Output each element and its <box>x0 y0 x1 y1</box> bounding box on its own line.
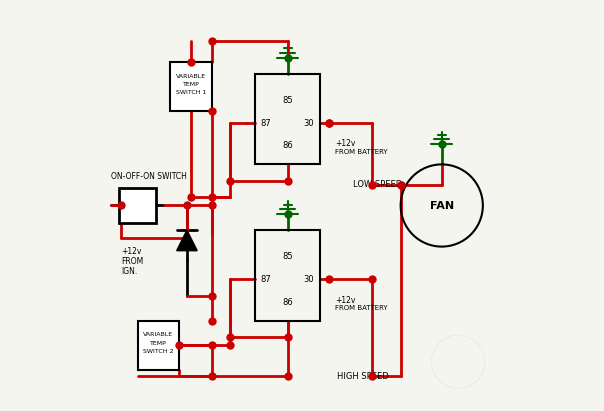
Text: TEMP: TEMP <box>182 82 199 87</box>
Text: SWITCH 2: SWITCH 2 <box>143 349 173 354</box>
Text: ON-OFF-ON SWITCH: ON-OFF-ON SWITCH <box>111 172 187 181</box>
Text: +12v: +12v <box>121 247 141 256</box>
Text: FAN: FAN <box>429 201 454 210</box>
Bar <box>119 188 156 223</box>
Text: 85: 85 <box>282 96 293 105</box>
Bar <box>255 230 321 321</box>
Bar <box>255 74 321 164</box>
Text: 87: 87 <box>261 275 272 284</box>
Text: +12v: +12v <box>335 296 355 305</box>
Text: +12v: +12v <box>335 139 355 148</box>
Text: 86: 86 <box>282 298 293 307</box>
Text: FROM BATTERY: FROM BATTERY <box>335 305 388 311</box>
Text: 85: 85 <box>282 252 293 261</box>
Text: 30: 30 <box>304 119 314 128</box>
Text: LOW SPEED: LOW SPEED <box>353 180 403 189</box>
Text: 30: 30 <box>304 275 314 284</box>
Text: HIGH SPEED: HIGH SPEED <box>337 372 389 381</box>
Text: TEMP: TEMP <box>150 341 167 346</box>
Bar <box>138 321 179 370</box>
Text: FROM BATTERY: FROM BATTERY <box>335 149 388 155</box>
Bar <box>170 62 211 111</box>
Polygon shape <box>176 230 197 251</box>
Text: FROM: FROM <box>121 257 143 266</box>
Text: VARIABLE: VARIABLE <box>143 332 173 337</box>
Text: 87: 87 <box>261 119 272 128</box>
Text: VARIABLE: VARIABLE <box>176 74 206 79</box>
Text: SWITCH 1: SWITCH 1 <box>176 90 206 95</box>
Text: IGN.: IGN. <box>121 267 137 276</box>
Text: 86: 86 <box>282 141 293 150</box>
